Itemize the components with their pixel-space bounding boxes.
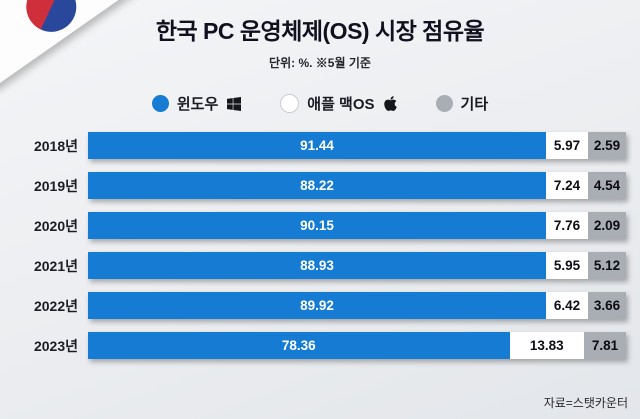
macos-color-dot bbox=[280, 94, 300, 113]
windows-icon bbox=[226, 96, 242, 112]
segment-etc: 2.09 bbox=[588, 212, 626, 239]
etc-color-dot bbox=[435, 95, 453, 112]
legend-label-macos: 애플 맥OS bbox=[307, 96, 375, 113]
legend-item-macos: 애플 맥OS bbox=[280, 93, 397, 114]
segment-windows: 78.36 bbox=[88, 332, 510, 359]
year-label: 2019년 bbox=[33, 177, 78, 194]
chart-row: 2022년 89.92 6.42 3.66 bbox=[14, 292, 626, 319]
segment-macos: 5.95 bbox=[546, 252, 588, 279]
segment-windows: 88.22 bbox=[88, 172, 546, 199]
segment-macos: 13.83 bbox=[509, 332, 584, 359]
segment-windows: 88.93 bbox=[88, 252, 546, 279]
stacked-bar: 89.92 6.42 3.66 bbox=[88, 292, 626, 319]
chart-row: 2020년 90.15 7.76 2.09 bbox=[14, 212, 626, 239]
segment-etc: 4.54 bbox=[588, 172, 626, 199]
year-label: 2021년 bbox=[33, 257, 78, 274]
legend-label-windows: 윈도우 bbox=[176, 96, 219, 113]
segment-windows: 90.15 bbox=[88, 212, 546, 239]
chart-row: 2019년 88.22 7.24 4.54 bbox=[14, 172, 626, 199]
year-label: 2018년 bbox=[33, 137, 78, 154]
stacked-bar: 90.15 7.76 2.09 bbox=[88, 212, 626, 239]
bar-rows: 2018년 91.44 5.97 2.59 2019년 88.22 7.24 4.54 2020… bbox=[0, 132, 640, 359]
page-title: 한국 PC 운영체제(OS) 시장 점유율 bbox=[155, 18, 485, 44]
stacked-bar: 91.44 5.97 2.59 bbox=[88, 132, 626, 159]
source-credit: 자료=스탯카운터 bbox=[543, 396, 628, 410]
segment-macos: 5.97 bbox=[546, 132, 588, 159]
stacked-bar: 78.36 13.83 7.81 bbox=[88, 332, 626, 359]
segment-macos: 7.76 bbox=[546, 212, 588, 239]
chart-row: 2023년 78.36 13.83 7.81 bbox=[14, 332, 626, 359]
stacked-bar: 88.22 7.24 4.54 bbox=[88, 172, 626, 199]
year-label: 2020년 bbox=[33, 217, 78, 234]
chart-row: 2021년 88.93 5.95 5.12 bbox=[14, 252, 626, 279]
segment-etc: 3.66 bbox=[588, 292, 626, 319]
segment-etc: 7.81 bbox=[583, 332, 626, 359]
chart-subtitle: 단위: %. ※5월 기준 bbox=[269, 56, 371, 70]
chart-legend: 윈도우 애플 맥OS 기타 bbox=[0, 93, 640, 114]
windows-color-dot bbox=[151, 95, 169, 112]
stacked-bar: 88.93 5.95 5.12 bbox=[88, 252, 626, 279]
year-label: 2023년 bbox=[33, 337, 78, 354]
chart-row: 2018년 91.44 5.97 2.59 bbox=[14, 132, 626, 159]
segment-windows: 91.44 bbox=[88, 132, 546, 159]
segment-macos: 6.42 bbox=[546, 292, 588, 319]
segment-etc: 5.12 bbox=[588, 252, 626, 279]
segment-macos: 7.24 bbox=[546, 172, 588, 199]
segment-windows: 89.92 bbox=[88, 292, 546, 319]
legend-item-etc: 기타 bbox=[435, 93, 489, 114]
segment-etc: 2.59 bbox=[588, 132, 626, 159]
year-label: 2022년 bbox=[33, 297, 78, 314]
legend-label-etc: 기타 bbox=[460, 96, 489, 113]
legend-item-windows: 윈도우 bbox=[151, 93, 242, 114]
apple-icon bbox=[383, 95, 398, 112]
